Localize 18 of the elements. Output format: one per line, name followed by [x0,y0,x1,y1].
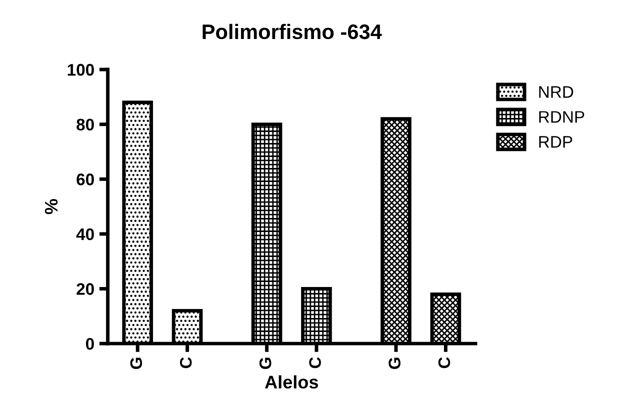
y-tick-label: 100 [68,64,94,76]
y-tick-label: 80 [76,118,94,131]
y-axis-title: % [44,198,58,214]
y-tick-label: 0 [86,338,94,350]
x-tick-label: G [259,358,272,370]
chart-title: Polimorfismo -634 [202,24,382,40]
y-tick-label: 40 [76,228,94,240]
legend-label: NRD [539,86,574,98]
x-tick-label: G [388,358,400,370]
x-tick-label: C [309,357,321,368]
x-tick-label: G [130,358,142,370]
x-tick-label: C [438,357,450,368]
legend-label: RDP [539,136,572,148]
y-tick-label: 60 [76,174,94,186]
x-tick-label: C [180,357,192,368]
x-axis-title: Alelos [265,375,318,389]
legend-label: RDNP [539,111,584,123]
y-tick-label: 20 [76,283,94,295]
